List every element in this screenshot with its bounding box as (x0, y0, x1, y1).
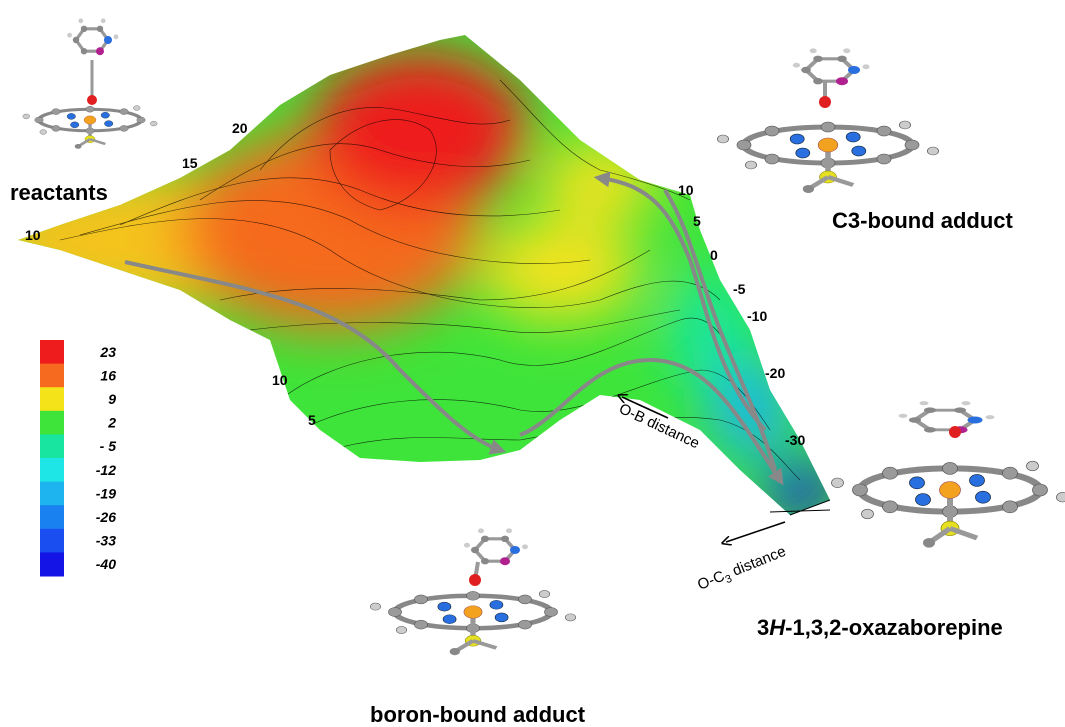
molecule-part (23, 106, 157, 149)
molecule-label: reactants (10, 180, 108, 205)
path-arrow (124, 260, 507, 455)
tick-label: 5 (308, 412, 316, 428)
legend-label: 16 (100, 367, 116, 383)
legend-label: -26 (96, 509, 116, 525)
molecule-part (462, 526, 530, 568)
molecule-c3 (717, 48, 938, 193)
tick-label: -30 (785, 432, 805, 448)
molecule-part (793, 48, 870, 85)
tick-label: 10 (25, 227, 41, 243)
molecule-label: C3-bound adduct (832, 208, 1014, 233)
tick-label: -20 (765, 365, 785, 381)
label-part: 3 (757, 615, 769, 640)
legend-label: 2 (107, 415, 116, 431)
legend-swatch (40, 387, 64, 412)
atom (949, 426, 961, 438)
molecule-label: 3H-1,3,2-oxazaborepine (757, 615, 1003, 640)
legend-swatch (40, 528, 64, 553)
axis-label-part: O-C (695, 568, 727, 594)
tick-label: 20 (232, 120, 248, 136)
path-arrow (519, 357, 784, 486)
axis-arrow (726, 521, 786, 542)
molecule-label: boron-bound adduct (370, 702, 586, 727)
tick-label: -5 (733, 281, 746, 297)
molecule-part (65, 16, 121, 57)
axis-line (789, 499, 831, 516)
atom (469, 574, 481, 586)
legend-label: -33 (96, 533, 116, 549)
legend-label: 23 (99, 344, 116, 360)
molecule-part (899, 401, 995, 433)
legend-swatch (40, 340, 64, 365)
legend-label: -19 (96, 485, 116, 501)
path-arrow (663, 188, 777, 471)
axis-line (769, 509, 831, 513)
molecule-part (370, 590, 575, 655)
legend-swatch (40, 410, 64, 435)
atom (87, 95, 97, 105)
legend-label: 9 (108, 391, 116, 407)
tick-label: 15 (182, 155, 198, 171)
legend-label: -12 (96, 462, 116, 478)
atom (819, 96, 831, 108)
label-part: H (769, 615, 786, 640)
axis-arrow (622, 397, 669, 419)
tick-label: -10 (747, 308, 767, 324)
legend-label: - 5 (100, 438, 117, 454)
legend-swatch (40, 481, 64, 506)
molecule-oxazaborepine (832, 401, 1065, 547)
axis-label-sub: 3 (724, 573, 734, 586)
axis-label-part: distance (726, 543, 788, 581)
tick-label: 5 (693, 213, 701, 229)
tick-label: 10 (678, 182, 694, 198)
legend: 23 16 9 2 - 5 -12 -19 -26 -33 -40 (40, 340, 116, 577)
legend-swatch (40, 458, 64, 483)
legend-swatch (40, 505, 64, 530)
molecule-part (717, 121, 938, 193)
tick-label: 10 (272, 372, 288, 388)
legend-label: -40 (96, 556, 116, 572)
legend-swatch (40, 363, 64, 388)
tick-label: 0 (710, 247, 718, 263)
molecule-part (832, 461, 1065, 547)
legend-swatch (40, 552, 64, 577)
path-arrow (593, 171, 767, 432)
legend-swatch (40, 434, 64, 459)
label-part: -1,3,2-oxazaborepine (785, 615, 1003, 640)
molecule-reactants (23, 16, 157, 149)
molecule-boron (370, 526, 575, 655)
axis-label: O-C3 distance (695, 543, 789, 597)
